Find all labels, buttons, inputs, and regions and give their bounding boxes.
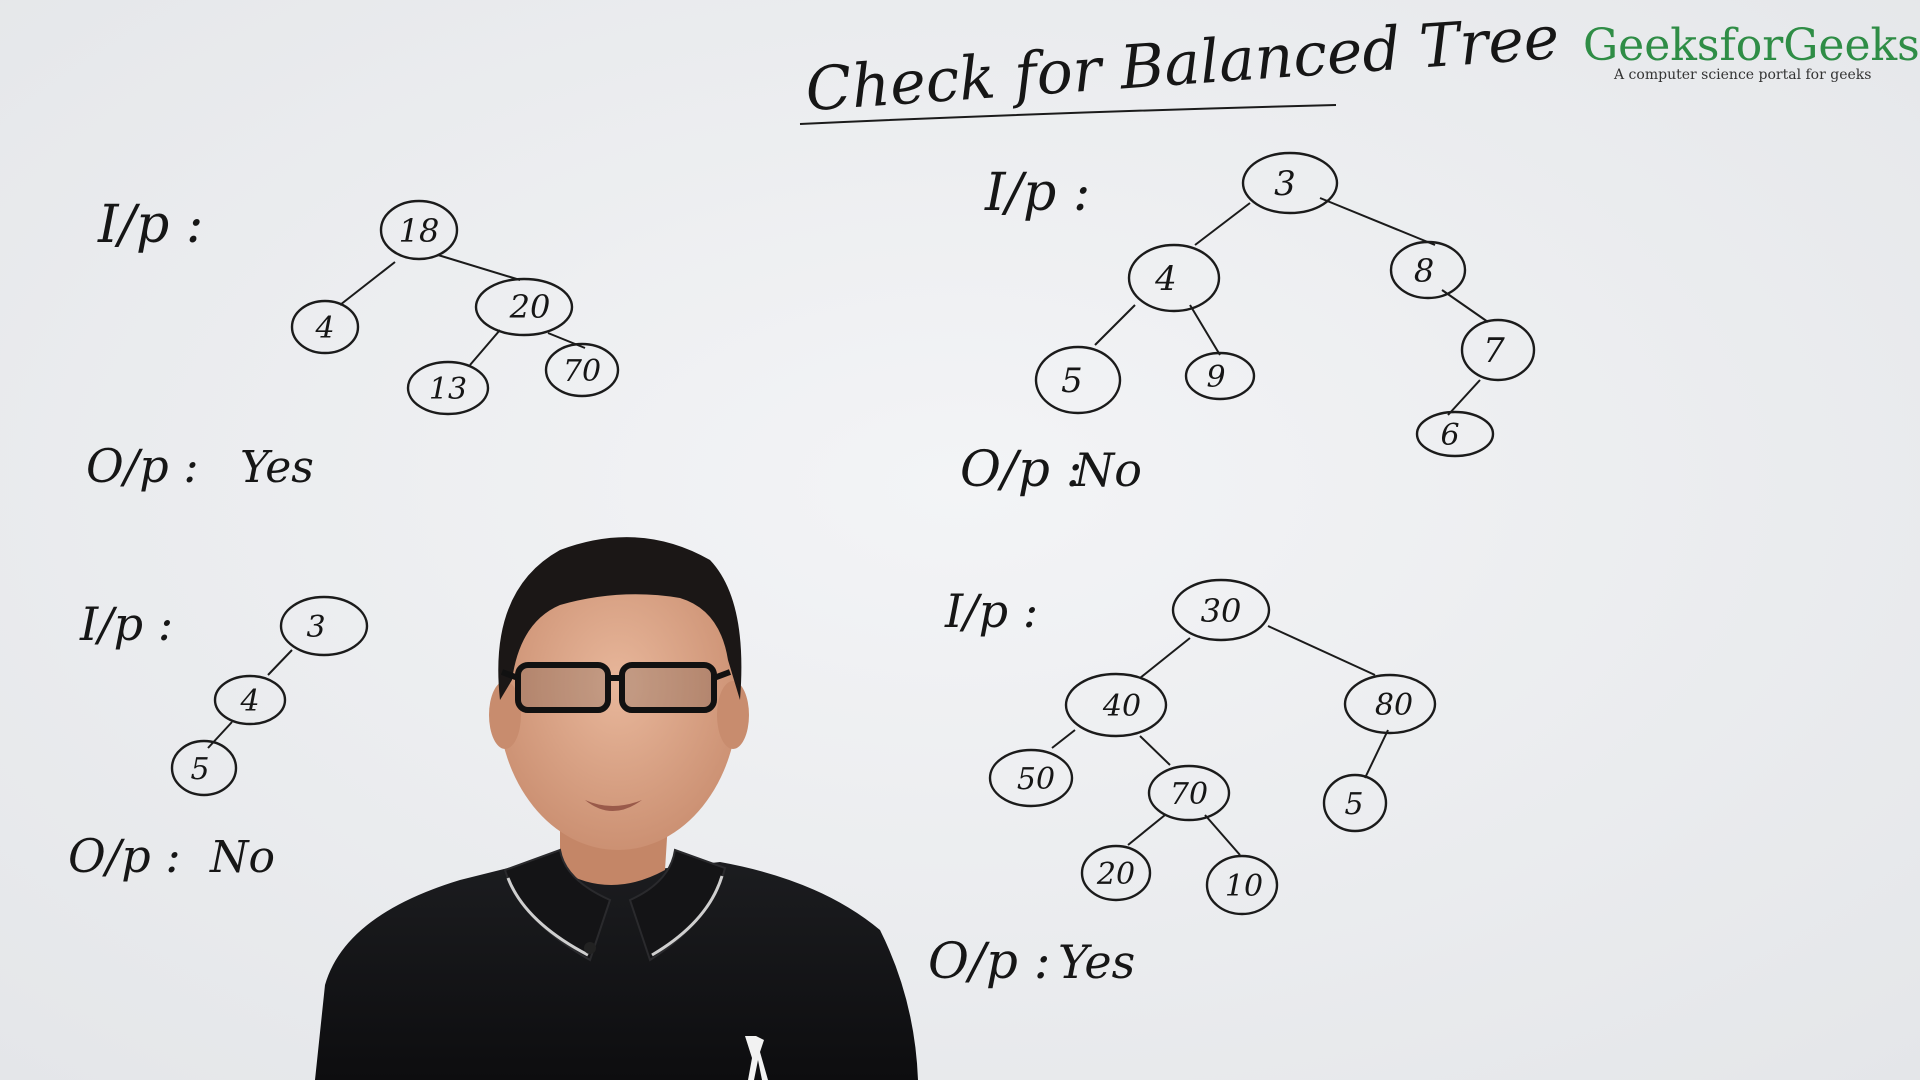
presenter-ear xyxy=(717,681,749,749)
output-value: Yes xyxy=(1058,935,1135,989)
input-label: I/p : xyxy=(97,195,203,255)
output-label: O/p : xyxy=(86,439,199,493)
tree-node: 13 xyxy=(406,360,490,416)
svg-text:70: 70 xyxy=(1170,777,1208,812)
collar-stripe xyxy=(651,875,724,957)
svg-text:5: 5 xyxy=(1061,361,1083,401)
input-label: I/p : xyxy=(944,584,1038,638)
tree-node: 50 xyxy=(988,748,1074,808)
tree-node: 9 xyxy=(1184,351,1256,401)
presenter-mouth xyxy=(585,800,642,811)
svg-text:20: 20 xyxy=(1096,857,1135,892)
tree-node: 40 xyxy=(1064,672,1168,738)
svg-text:5: 5 xyxy=(1344,787,1363,822)
presenter-hair xyxy=(498,537,742,700)
presenter-face xyxy=(498,550,738,850)
tree-node: 4 xyxy=(1127,243,1221,313)
example-2: I/p : 3 4 5 O/p : No xyxy=(68,595,369,883)
tree-node: 4 xyxy=(290,299,360,355)
output-label: O/p : xyxy=(68,829,181,883)
tree-node: 10 xyxy=(1205,854,1279,916)
svg-text:50: 50 xyxy=(1017,762,1055,797)
tree-node: 3 xyxy=(279,595,369,657)
svg-text:4: 4 xyxy=(1154,259,1177,299)
tree-node: 3 xyxy=(1241,151,1339,215)
tree-node: 5 xyxy=(170,739,238,797)
tree-node: 30 xyxy=(1171,578,1271,642)
microphone-icon xyxy=(584,942,596,954)
tree-node: 8 xyxy=(1389,240,1467,300)
tree-node: 20 xyxy=(1080,844,1152,902)
logo-wordmark: GeeksforGeeks xyxy=(1583,20,1920,71)
tree-node: 4 xyxy=(213,674,287,726)
svg-text:70: 70 xyxy=(563,354,601,389)
output-value: Yes xyxy=(240,442,314,493)
svg-text:40: 40 xyxy=(1102,689,1141,724)
tree-node: 5 xyxy=(1034,345,1122,415)
svg-text:18: 18 xyxy=(399,212,440,250)
svg-text:8: 8 xyxy=(1414,252,1434,290)
output-value: No xyxy=(1073,443,1142,497)
svg-text:10: 10 xyxy=(1225,869,1263,904)
tree-node: 5 xyxy=(1322,773,1388,833)
example-1: I/p : 18 4 20 13 70 O/p : Yes xyxy=(86,195,620,493)
svg-text:7: 7 xyxy=(1483,331,1505,371)
logo-tagline: A computer science portal for geeks xyxy=(1613,67,1871,83)
example-4: I/p : 30 40 80 50 70 5 xyxy=(928,578,1437,990)
presenter-ear xyxy=(489,681,521,749)
title-underline xyxy=(799,104,1337,125)
svg-text:9: 9 xyxy=(1206,360,1225,395)
svg-text:4: 4 xyxy=(314,311,334,346)
input-label: I/p : xyxy=(79,597,173,651)
tree-node: 6 xyxy=(1415,410,1495,458)
svg-text:6: 6 xyxy=(1440,418,1459,453)
output-label: O/p : xyxy=(928,932,1051,990)
svg-text:3: 3 xyxy=(306,610,325,645)
svg-text:3: 3 xyxy=(1274,164,1296,204)
svg-text:4: 4 xyxy=(239,684,259,719)
shirt-logo-icon xyxy=(745,1036,768,1080)
svg-text:13: 13 xyxy=(429,372,467,407)
collar-stripe xyxy=(506,877,589,957)
svg-text:30: 30 xyxy=(1201,592,1242,630)
presenter xyxy=(315,537,918,1080)
svg-text:80: 80 xyxy=(1375,688,1413,723)
tree-node: 70 xyxy=(1147,764,1231,822)
presenter-shirt xyxy=(315,856,918,1080)
output-label: O/p : xyxy=(960,440,1083,498)
svg-text:20: 20 xyxy=(509,288,551,326)
tree-node: 18 xyxy=(379,199,459,261)
output-value: No xyxy=(209,832,275,883)
glasses-icon xyxy=(500,662,732,713)
input-label: I/p : xyxy=(984,163,1090,223)
tree-node: 20 xyxy=(474,277,574,337)
example-3: I/p : 3 4 8 5 9 7 xyxy=(960,151,1536,498)
tree-node: 7 xyxy=(1460,318,1536,382)
tree-node: 80 xyxy=(1343,673,1437,735)
tree-node: 70 xyxy=(544,342,620,398)
svg-text:5: 5 xyxy=(190,752,209,787)
